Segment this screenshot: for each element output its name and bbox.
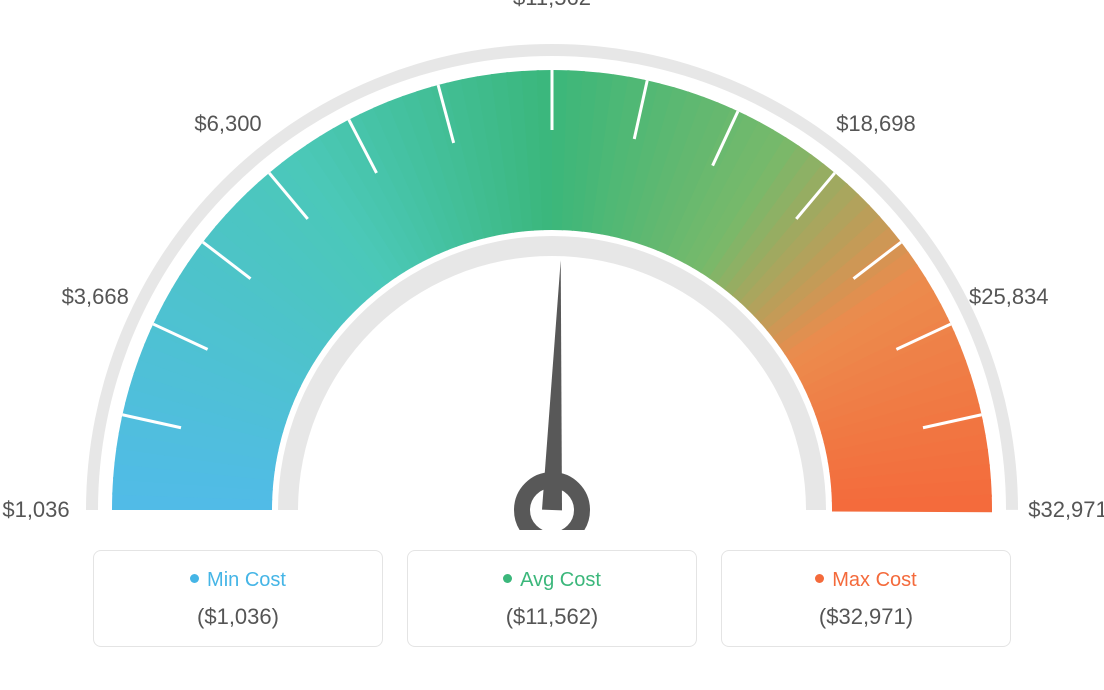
- gauge-scale-label: $3,668: [62, 284, 129, 310]
- legend-value-max: ($32,971): [732, 604, 1000, 630]
- legend-title-text: Avg Cost: [520, 569, 601, 591]
- legend-row: Min Cost ($1,036) Avg Cost ($11,562) Max…: [20, 550, 1084, 647]
- gauge-scale-label: $6,300: [194, 111, 261, 137]
- gauge-chart: $1,036$3,668$6,300$11,562$18,698$25,834$…: [20, 20, 1084, 520]
- gauge-scale-label: $11,562: [513, 0, 591, 11]
- gauge-scale-label: $1,036: [2, 497, 69, 523]
- dot-icon: [503, 574, 512, 583]
- legend-title-text: Min Cost: [207, 569, 286, 591]
- legend-card-max: Max Cost ($32,971): [721, 550, 1011, 647]
- gauge-svg: [20, 20, 1084, 530]
- legend-card-avg: Avg Cost ($11,562): [407, 550, 697, 647]
- legend-value-min: ($1,036): [104, 604, 372, 630]
- legend-card-min: Min Cost ($1,036): [93, 550, 383, 647]
- legend-value-avg: ($11,562): [418, 604, 686, 630]
- gauge-scale-label: $18,698: [836, 111, 916, 137]
- dot-icon: [190, 574, 199, 583]
- legend-title-max: Max Cost: [732, 569, 1000, 592]
- legend-title-avg: Avg Cost: [418, 569, 686, 592]
- legend-title-text: Max Cost: [832, 569, 916, 591]
- legend-title-min: Min Cost: [104, 569, 372, 592]
- gauge-scale-label: $25,834: [969, 284, 1049, 310]
- dot-icon: [815, 574, 824, 583]
- gauge-scale-label: $32,971: [1028, 497, 1104, 523]
